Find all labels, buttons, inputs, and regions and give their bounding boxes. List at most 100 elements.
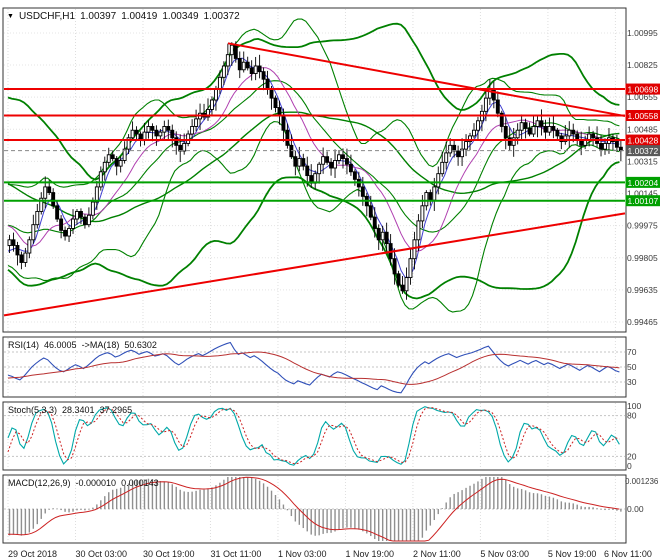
- rsi-name-label: RSI(14): [8, 340, 40, 350]
- candle-body: [511, 137, 516, 146]
- candle-body: [539, 120, 544, 127]
- support-price-tag: [625, 195, 660, 207]
- resistance-price-tag-label: 1.00558: [628, 111, 659, 121]
- candle-body: [392, 258, 397, 275]
- candle-body: [71, 218, 75, 229]
- x-axis-label: 2 Nov 11:00: [413, 549, 461, 559]
- y-axis-label: 1.00315: [627, 156, 658, 166]
- stoch-panel-border: [2, 401, 627, 471]
- rsi-panel-border: [2, 336, 627, 398]
- rsi-scale-label: 70: [627, 347, 637, 357]
- x-axis-label: 1 Nov 19:00: [345, 549, 394, 559]
- candle-body: [146, 126, 151, 133]
- quote-close: 1.00372: [203, 11, 240, 22]
- candle-body: [47, 186, 52, 194]
- candle-body: [233, 44, 238, 59]
- candle-body: [575, 133, 580, 141]
- candle-body: [166, 126, 171, 131]
- ma-mid-line: [7, 67, 620, 252]
- candle-body: [293, 156, 298, 167]
- support-price-tag-label: 1.00107: [628, 196, 659, 206]
- candle-body: [329, 161, 334, 169]
- candle-body: [440, 161, 445, 175]
- stoch-scale-label: 0: [627, 461, 632, 471]
- current-price-tag-label: 1.00372: [628, 146, 659, 156]
- trendline-ascending-support: [3, 212, 626, 317]
- resistance-price-tag: [625, 109, 660, 121]
- candle-body: [150, 126, 155, 131]
- candle-body: [154, 129, 159, 137]
- symbol-dropdown-icon: ▼: [7, 13, 14, 20]
- candle-body: [555, 129, 560, 137]
- rsi-line: [7, 341, 620, 394]
- quote-low: 1.00349: [162, 11, 199, 22]
- candle-body: [487, 88, 492, 99]
- candle-body: [503, 126, 508, 139]
- candle-body: [98, 171, 103, 188]
- y-axis-label: 1.00995: [627, 28, 658, 38]
- y-axis-label: 1.00655: [627, 92, 658, 102]
- candle-body: [82, 216, 87, 226]
- candle-body: [261, 71, 266, 80]
- macd-signal-value: 0.000143: [121, 478, 159, 488]
- candle-body: [225, 54, 230, 67]
- stoch-main-line: [7, 406, 620, 466]
- y-axis-label: 0.99975: [627, 221, 658, 231]
- candle-body: [63, 229, 68, 237]
- macd-scale-label: 0.001236: [625, 477, 659, 486]
- candle-body: [27, 239, 32, 254]
- candle-body: [436, 173, 441, 188]
- candle-body: [519, 122, 524, 131]
- stoch-panel-header: Stoch(5,3,3) 28.3401 37.2965: [8, 405, 137, 415]
- stoch-scale-label: 20: [627, 451, 637, 461]
- candle-body: [368, 205, 373, 218]
- candle-body: [190, 126, 195, 135]
- x-axis-label: 5 Nov 03:00: [480, 549, 529, 559]
- bb-fast-mid: [7, 80, 620, 234]
- candle-body: [75, 211, 79, 220]
- candle-body: [495, 99, 500, 114]
- rsi-scale-label: 50: [627, 362, 637, 372]
- candle-body: [321, 156, 326, 165]
- candle-body: [337, 154, 341, 161]
- candle-body: [348, 163, 353, 173]
- x-axis-label: 1 Nov 03:00: [278, 549, 327, 559]
- candle-body: [460, 148, 465, 158]
- candle-body: [483, 97, 488, 112]
- candle-body: [567, 129, 572, 137]
- stoch-scale-label: 100: [627, 401, 641, 411]
- candle-body: [396, 273, 401, 286]
- candle-body: [86, 214, 91, 226]
- y-axis-label: 1.00145: [627, 189, 658, 199]
- bb-slow-lower: [7, 161, 620, 300]
- x-axis-label: 5 Nov 19:00: [548, 549, 597, 559]
- candle-body: [527, 127, 532, 135]
- candle-body: [7, 239, 12, 246]
- candle-body: [599, 143, 603, 150]
- stoch-name-label: Stoch(5,3,3): [8, 405, 58, 415]
- x-axis-label: 30 Oct 19:00: [143, 549, 195, 559]
- candle-body: [186, 133, 191, 144]
- candle-body: [491, 88, 496, 101]
- candle-body: [67, 228, 72, 237]
- candle-body: [591, 133, 596, 139]
- candle-body: [468, 135, 472, 143]
- candle-body: [372, 216, 377, 229]
- candle-body: [253, 65, 258, 75]
- candle-body: [432, 186, 437, 201]
- support-price-tag: [625, 176, 660, 188]
- candle-body: [428, 192, 433, 201]
- candle-body: [587, 133, 592, 141]
- macd-value: -0.000010: [75, 478, 117, 488]
- candle-body: [285, 129, 290, 146]
- candle-body: [15, 245, 20, 256]
- candles[interactable]: [7, 41, 623, 300]
- candle-body: [507, 137, 512, 146]
- candle-body: [241, 61, 246, 71]
- candle-body: [35, 211, 40, 226]
- candle-body: [210, 99, 214, 110]
- candle-body: [281, 114, 286, 131]
- candle-body: [217, 76, 222, 90]
- candle-body: [317, 163, 322, 175]
